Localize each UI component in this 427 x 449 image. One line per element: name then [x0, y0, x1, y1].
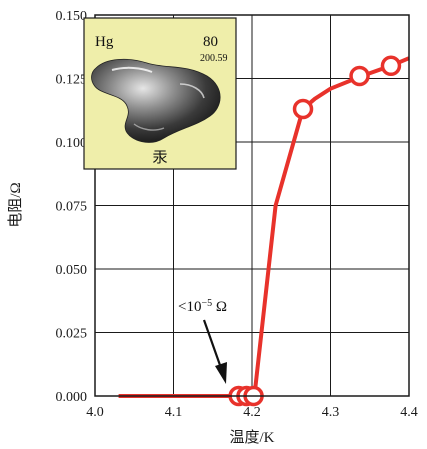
y-tick-label: 0.075	[56, 200, 88, 215]
data-point-marker	[380, 55, 402, 77]
marker-layer	[228, 55, 402, 407]
mercury-inset: Hg 80 200.59 汞	[83, 17, 237, 170]
data-point-marker	[349, 65, 370, 87]
y-axis-label: 电阻/Ω	[7, 182, 24, 227]
mercury-drop-image	[91, 58, 221, 143]
y-tick-label: 0.150	[56, 9, 88, 24]
element-symbol: Hg	[95, 34, 114, 50]
annotation-arrowhead	[215, 362, 227, 384]
x-tick-label: 4.2	[243, 405, 261, 420]
x-tick-labels: 4.0 4.1 4.2 4.3 4.4	[86, 405, 418, 420]
element-name: 汞	[152, 150, 167, 166]
y-tick-label: 0.050	[56, 263, 88, 278]
plot-frame	[94, 14, 410, 397]
x-tick-label: 4.1	[165, 405, 183, 420]
y-tick-label: 0.100	[56, 136, 88, 151]
y-tick-label: 0.125	[56, 73, 88, 88]
data-point-marker	[292, 98, 314, 120]
atomic-mass: 200.59	[200, 53, 228, 64]
x-tick-label: 4.4	[400, 405, 418, 420]
annotation-arrow	[202, 319, 223, 369]
atomic-number: 80	[203, 34, 218, 50]
y-tick-label: 0.025	[56, 327, 88, 342]
y-tick-labels: 0.000 0.025 0.050 0.075 0.100 0.125 0.150	[56, 9, 88, 405]
x-tick-label: 4.3	[322, 405, 340, 420]
y-tick-label: 0.000	[56, 390, 88, 405]
x-tick-label: 4.0	[86, 405, 104, 420]
annotation: <10−5 Ω	[178, 298, 227, 384]
annotation-text: <10−5 Ω	[178, 298, 227, 316]
x-axis-label: 温度/K	[229, 429, 274, 446]
